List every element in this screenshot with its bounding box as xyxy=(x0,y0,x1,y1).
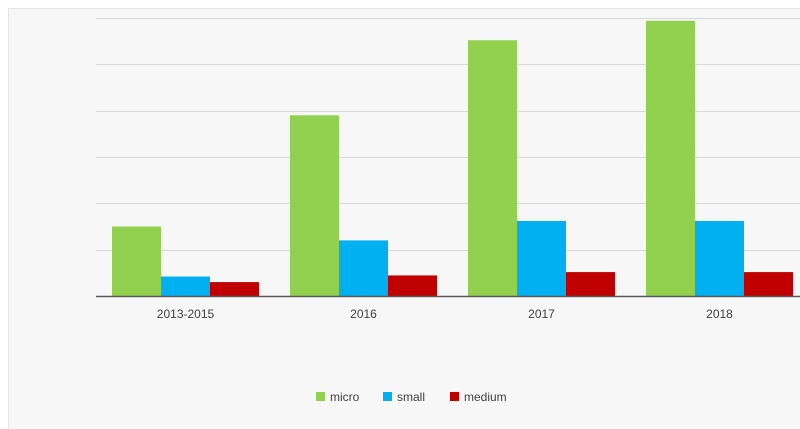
legend-item-small: small xyxy=(383,390,425,404)
x-tick-label: 2017 xyxy=(528,307,555,321)
bar-chart: 2013-2015 2016 2017 2018 micro small medium xyxy=(96,18,800,404)
bars xyxy=(112,20,793,297)
bar-micro-1 xyxy=(112,226,161,296)
legend: micro small medium xyxy=(316,390,507,404)
x-tick-label: 2016 xyxy=(350,307,377,321)
bar-small-2 xyxy=(339,240,388,296)
bar-medium-2 xyxy=(388,275,437,296)
x-tick-label: 2018 xyxy=(706,307,733,321)
bar-medium-1 xyxy=(210,282,259,296)
bar-micro-2 xyxy=(290,115,339,296)
bar-small-3 xyxy=(517,220,566,296)
legend-item-medium: medium xyxy=(450,390,507,404)
bar-small-1 xyxy=(161,276,210,296)
legend-swatch-small xyxy=(383,392,392,401)
x-tick-label: 2013-2015 xyxy=(157,307,215,321)
bar-medium-4 xyxy=(744,272,793,296)
legend-swatch-medium xyxy=(450,392,459,401)
bar-micro-4 xyxy=(646,20,695,297)
bar-micro-3 xyxy=(468,40,517,296)
legend-label-medium: medium xyxy=(464,390,507,404)
chart-frame: 2013-2015 2016 2017 2018 micro small medium xyxy=(8,8,800,429)
legend-swatch-micro xyxy=(316,392,325,401)
legend-item-micro: micro xyxy=(316,390,360,404)
bar-small-4 xyxy=(695,220,744,296)
bar-medium-3 xyxy=(566,272,615,296)
legend-label-small: small xyxy=(397,390,425,404)
x-tick-labels: 2013-2015 2016 2017 2018 xyxy=(157,307,733,321)
legend-label-micro: micro xyxy=(330,390,360,404)
